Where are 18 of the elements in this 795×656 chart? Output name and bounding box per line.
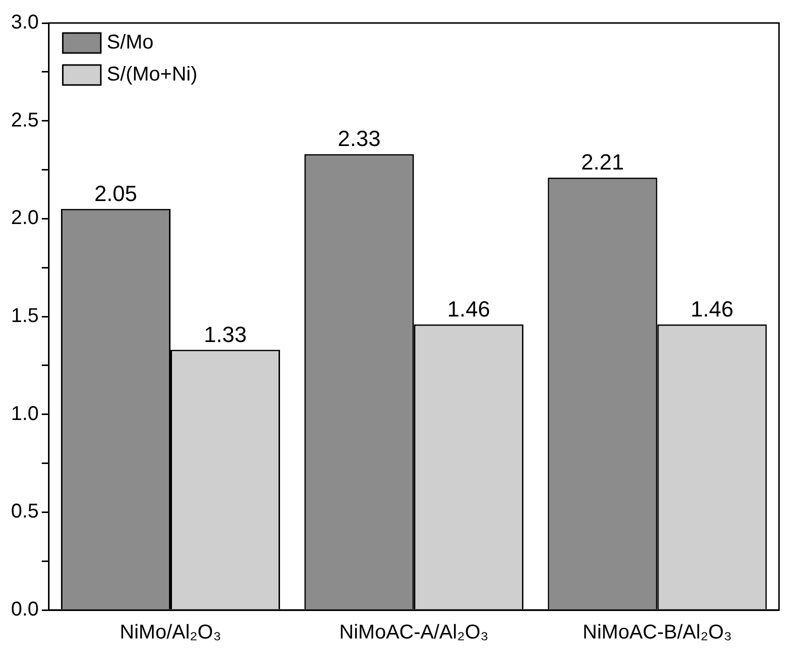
- x-tick-label: NiMoAC-A/Al₂O₃: [339, 622, 489, 644]
- y-tick-label: 3.0: [10, 12, 39, 34]
- legend-label: S/(Mo+Ni): [106, 64, 198, 86]
- data-label: 2.21: [581, 150, 624, 175]
- x-tick-label: NiMo/Al₂O₃: [120, 622, 222, 644]
- legend-label: S/Mo: [106, 32, 154, 54]
- data-label: 1.33: [204, 322, 247, 347]
- y-tick-label: 1.0: [10, 402, 39, 425]
- y-tick-label: 2.0: [10, 207, 39, 230]
- y-tick-label: 1.5: [10, 305, 39, 328]
- y-tick-label: 0.0: [10, 598, 39, 621]
- y-tick-label: 2.5: [10, 109, 39, 132]
- data-label: 2.33: [338, 126, 381, 152]
- data-label: 1.46: [447, 296, 490, 322]
- x-tick-label: NiMoAC-B/Al₂O₃: [582, 622, 732, 644]
- y-tick-label: 0.5: [10, 500, 39, 523]
- data-label: 2.05: [94, 180, 138, 206]
- data-label: 1.46: [690, 296, 734, 322]
